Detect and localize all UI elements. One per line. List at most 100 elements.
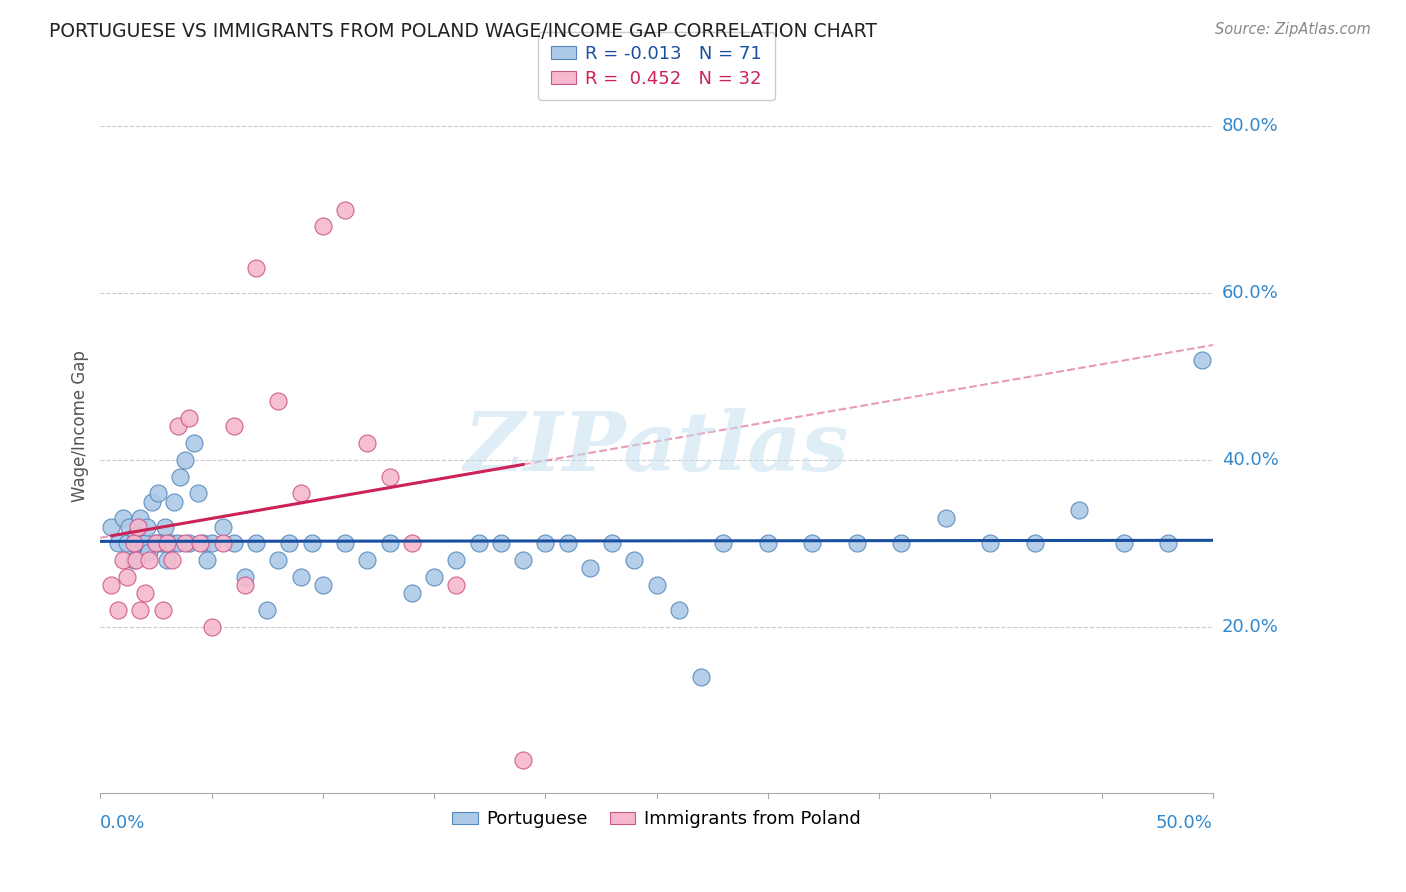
Legend: Portuguese, Immigrants from Poland: Portuguese, Immigrants from Poland (446, 803, 868, 836)
Point (690, 670, 713, 684)
Point (356, 436, 378, 450)
Point (278, 536, 301, 550)
Point (107, 603, 129, 617)
Point (1191, 352, 1213, 367)
Point (401, 586, 423, 600)
Point (183, 436, 205, 450)
Point (600, 536, 623, 550)
Point (211, 536, 233, 550)
Point (127, 519, 149, 533)
Point (245, 536, 267, 550)
Text: 60.0%: 60.0% (1222, 284, 1278, 302)
Point (979, 536, 1001, 550)
Point (100, 578, 122, 592)
Point (378, 469, 401, 483)
Point (233, 578, 256, 592)
Point (512, 753, 534, 767)
Point (290, 569, 312, 583)
Point (256, 603, 278, 617)
Point (156, 536, 179, 550)
Text: 20.0%: 20.0% (1222, 617, 1278, 636)
Point (145, 536, 167, 550)
Point (153, 519, 176, 533)
Point (756, 536, 779, 550)
Point (115, 569, 138, 583)
Point (267, 394, 290, 409)
Point (167, 419, 190, 434)
Text: ZIPatlas: ZIPatlas (464, 409, 849, 489)
Point (446, 578, 468, 592)
Text: Source: ZipAtlas.com: Source: ZipAtlas.com (1215, 22, 1371, 37)
Point (512, 553, 534, 567)
Point (179, 536, 201, 550)
Point (312, 578, 335, 592)
Point (191, 536, 214, 550)
Point (312, 219, 335, 234)
Point (645, 578, 668, 592)
Point (127, 536, 149, 550)
Point (160, 553, 183, 567)
Point (190, 536, 212, 550)
Point (1112, 536, 1135, 550)
Point (156, 553, 179, 567)
Point (579, 561, 602, 575)
Point (148, 486, 170, 500)
Text: 0.0%: 0.0% (100, 814, 146, 832)
Point (623, 553, 645, 567)
Point (187, 486, 209, 500)
Point (557, 536, 579, 550)
Point (301, 536, 323, 550)
Point (125, 528, 148, 542)
Point (134, 536, 156, 550)
Point (138, 553, 160, 567)
Point (467, 536, 489, 550)
Point (118, 519, 141, 533)
Point (174, 453, 197, 467)
Point (1157, 536, 1180, 550)
Point (1069, 503, 1091, 517)
Point (160, 536, 183, 550)
Point (233, 569, 256, 583)
Point (134, 586, 156, 600)
Point (179, 411, 201, 425)
Point (136, 519, 159, 533)
Text: 50.0%: 50.0% (1156, 814, 1213, 832)
Point (167, 536, 190, 550)
Point (201, 536, 224, 550)
Point (1024, 536, 1046, 550)
Point (122, 536, 145, 550)
Point (152, 603, 174, 617)
Point (201, 619, 224, 633)
Point (129, 603, 152, 617)
Point (845, 536, 868, 550)
Point (935, 511, 957, 525)
Point (174, 536, 197, 550)
Point (668, 603, 690, 617)
Point (129, 511, 152, 525)
Point (267, 553, 290, 567)
Point (890, 536, 912, 550)
Text: PORTUGUESE VS IMMIGRANTS FROM POLAND WAGE/INCOME GAP CORRELATION CHART: PORTUGUESE VS IMMIGRANTS FROM POLAND WAG… (49, 22, 877, 41)
Point (111, 511, 134, 525)
Text: 80.0%: 80.0% (1222, 118, 1278, 136)
Point (111, 553, 134, 567)
Point (378, 536, 401, 550)
Point (446, 553, 468, 567)
Point (131, 536, 153, 550)
Point (195, 553, 218, 567)
Point (356, 553, 378, 567)
Point (245, 261, 267, 276)
Point (107, 536, 129, 550)
Point (100, 519, 122, 533)
Point (163, 494, 186, 508)
Text: 40.0%: 40.0% (1222, 450, 1278, 469)
Point (145, 536, 167, 550)
Point (713, 536, 735, 550)
Point (489, 536, 512, 550)
Point (115, 536, 138, 550)
Point (169, 469, 191, 483)
Point (152, 536, 174, 550)
Point (211, 519, 233, 533)
Point (138, 544, 160, 558)
Y-axis label: Wage/Income Gap: Wage/Income Gap (72, 351, 89, 502)
